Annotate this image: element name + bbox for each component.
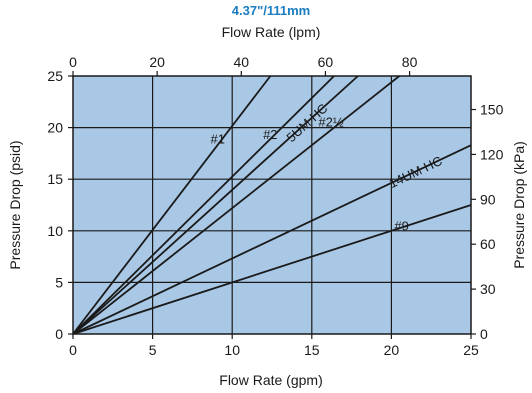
series-line-0 [72,75,272,335]
x2-tick-label: 80 [402,54,418,70]
x-tick-label: 20 [384,342,400,358]
y-tick-label: 0 [55,326,63,342]
series-line-2 [72,75,359,335]
y2-tick-label: 150 [480,102,504,118]
series-lines [72,75,472,335]
x2-axis-label: Flow Rate (lpm) [222,24,321,40]
plot-area [73,76,471,334]
y-axis-label: Pressure Drop (psid) [7,140,23,269]
x-axis-label: Flow Rate (gpm) [219,372,322,388]
y-tick-label: 15 [47,171,63,187]
series-line-4 [72,144,472,335]
x2-tick-label: 0 [69,54,77,70]
y-tick-label: 10 [47,223,63,239]
series-label-3: #2½ [318,114,343,129]
y2-tick-label: 0 [480,326,488,342]
x-tick-label: 10 [224,342,240,358]
x2-tick-label: 60 [318,54,334,70]
y2-tick-label: 120 [480,146,504,162]
series-label-0: #1 [211,132,225,147]
y2-tick-label: 60 [480,236,496,252]
y-tick-label: 20 [47,120,63,136]
y-tick-label: 25 [47,68,63,84]
x-tick-label: 5 [149,342,157,358]
x2-tick-label: 40 [233,54,249,70]
y-tick-label: 5 [55,274,63,290]
x-tick-label: 0 [69,342,77,358]
series-line-3 [72,75,400,335]
x-tick-label: 25 [463,342,479,358]
series-line-5 [72,204,472,335]
series-label-1: #2 [263,127,277,142]
plot-frame [72,75,472,335]
series-line-1 [72,75,335,335]
series-label-5: #9 [394,218,408,233]
x-tick-label: 15 [304,342,320,358]
chart-title: 4.37"/111mm [232,3,310,18]
x2-tick-label: 20 [149,54,165,70]
y2-axis-label: Pressure Drop (kPa) [511,141,527,269]
y2-tick-label: 90 [480,191,496,207]
y2-tick-label: 30 [480,281,496,297]
